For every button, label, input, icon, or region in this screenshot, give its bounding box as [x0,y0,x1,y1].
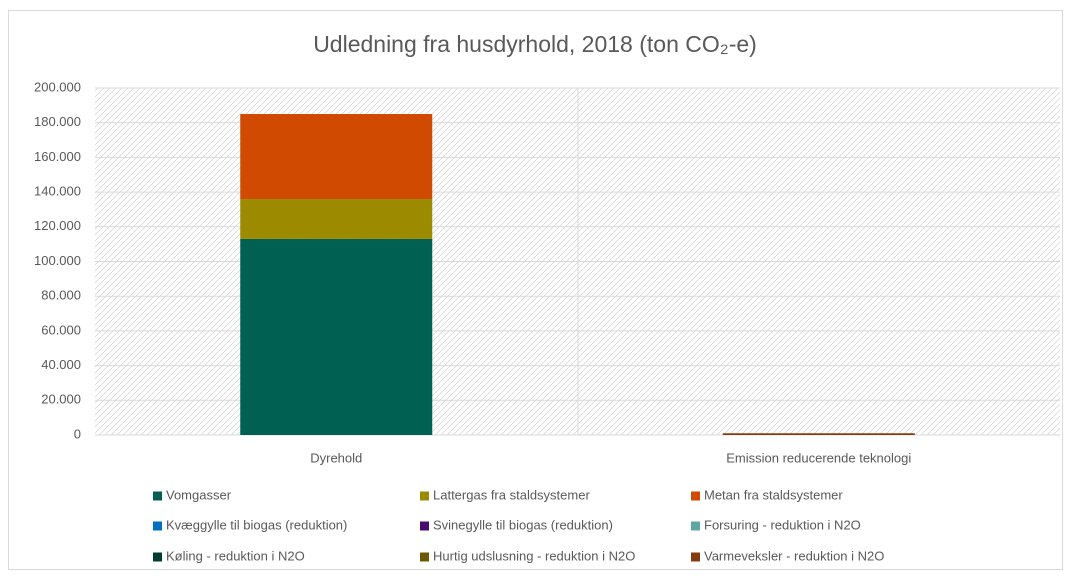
y-tick-label: 0 [74,426,81,441]
bar-segment [722,433,915,435]
legend-swatch [691,552,700,562]
legend-swatch [691,521,700,531]
y-tick-label: 80.000 [41,288,81,303]
y-tick-label: 180.000 [34,114,81,129]
legend-label: Svinegylle til biogas (reduktion) [433,517,613,532]
legend-swatch [420,552,429,562]
chart-title: Udledning fra husdyrhold, 2018 (ton CO₂-… [313,31,757,57]
legend-label: Vomgasser [166,487,232,502]
x-tick-label: Dyrehold [310,450,362,465]
y-tick-label: 120.000 [34,218,81,233]
legend-swatch [420,491,429,501]
y-tick-label: 100.000 [34,253,81,268]
y-tick-label: 20.000 [41,392,81,407]
y-tick-label: 200.000 [34,79,81,94]
y-tick-label: 40.000 [41,357,81,372]
legend-swatch [691,491,700,501]
legend-label: Køling - reduktion i N2O [166,548,305,563]
legend-label: Kvæggylle til biogas (reduktion) [166,517,347,532]
legend-swatch [420,521,429,531]
legend-label: Hurtig udslusning - reduktion i N2O [433,548,635,563]
legend-swatch [153,521,162,531]
legend-label: Lattergas fra staldsystemer [433,487,590,502]
legend-label: Forsuring - reduktion i N2O [704,517,861,532]
legend-swatch [153,552,162,562]
legend-swatch [153,491,162,501]
bar-segment [240,114,433,200]
legend-label: Metan fra staldsystemer [704,487,843,502]
bar-segment [240,238,433,435]
y-tick-label: 160.000 [34,149,81,164]
x-tick-label: Emission reducerende teknologi [726,450,911,465]
bar-segment [240,199,433,239]
y-tick-label: 60.000 [41,322,81,337]
y-tick-label: 140.000 [34,184,81,199]
legend-label: Varmeveksler - reduktion i N2O [704,548,884,563]
